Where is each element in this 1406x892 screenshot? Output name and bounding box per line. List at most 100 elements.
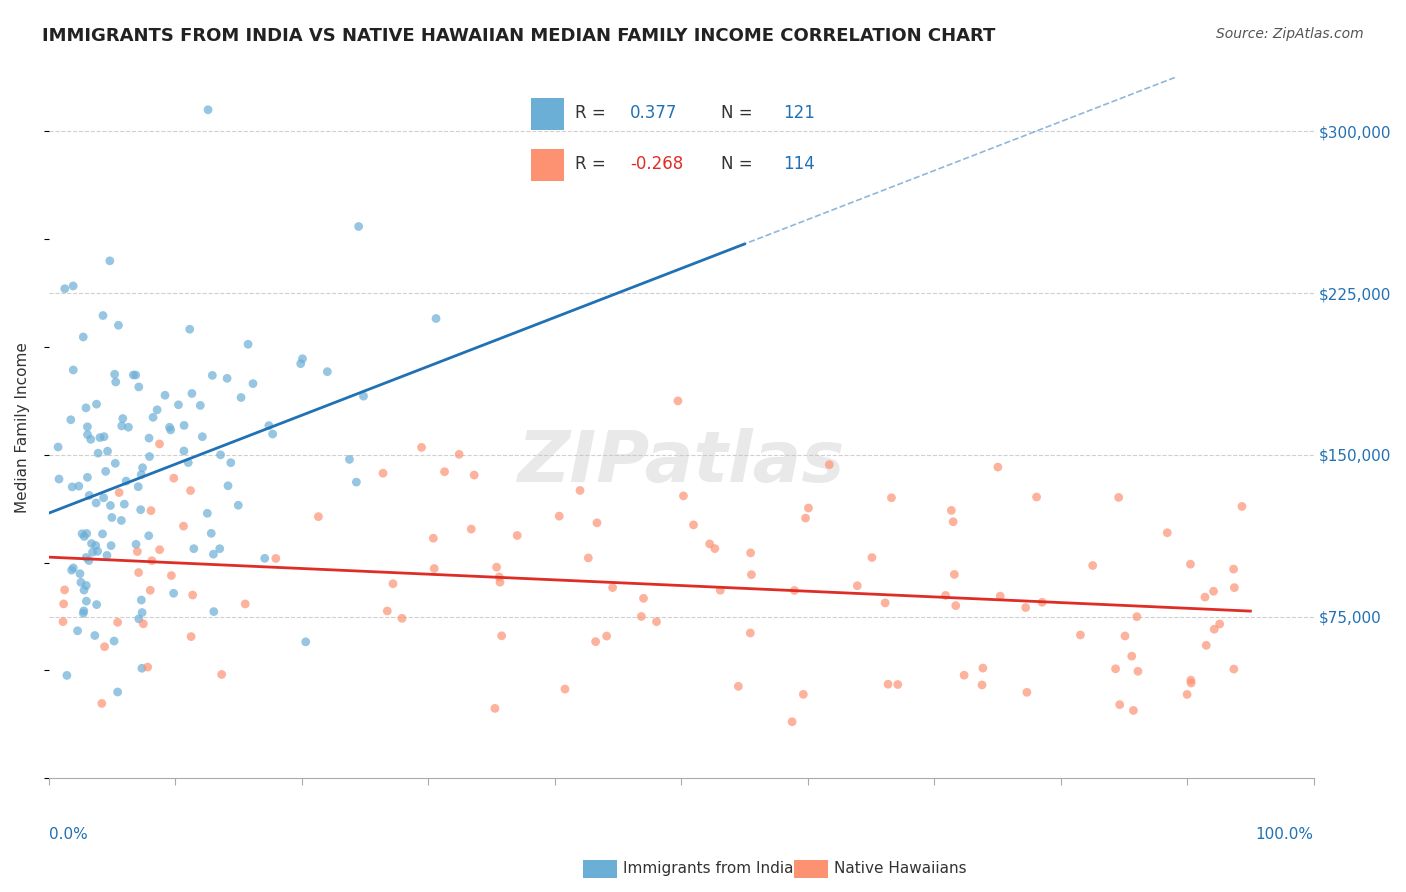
Text: Immigrants from India: Immigrants from India (623, 862, 793, 876)
Point (110, 513, 132, 527)
Point (52, 597, 75, 611)
Point (86, 598, 108, 612)
Point (127, 544, 149, 558)
Point (682, 517, 704, 532)
Point (727, 679, 749, 693)
Point (180, 630, 202, 644)
Text: 0.0%: 0.0% (49, 827, 87, 842)
Point (98, 253, 121, 268)
Point (181, 588, 204, 602)
Point (93, 429, 115, 443)
Point (943, 567, 966, 582)
Text: R =: R = (575, 103, 612, 121)
Point (548, 509, 571, 524)
Text: Native Hawaiians: Native Hawaiians (834, 862, 966, 876)
Point (101, 510, 124, 524)
Point (108, 485, 131, 500)
Point (576, 550, 599, 565)
Point (59, 413, 82, 427)
Text: 100.0%: 100.0% (1256, 827, 1313, 842)
Point (941, 503, 963, 517)
Point (257, 418, 280, 433)
Point (197, 103, 219, 117)
Point (128, 566, 150, 580)
Point (136, 660, 159, 674)
Point (91, 527, 114, 541)
Point (988, 589, 1011, 603)
Point (139, 503, 162, 517)
Point (1126, 665, 1149, 679)
Point (132, 616, 155, 631)
Point (107, 615, 129, 630)
Point (104, 456, 127, 470)
Point (491, 629, 513, 643)
Point (162, 586, 184, 600)
Point (125, 537, 148, 551)
Point (111, 418, 134, 433)
Point (703, 541, 725, 556)
Point (129, 467, 152, 482)
Y-axis label: Median Family Income: Median Family Income (15, 343, 30, 513)
Point (1223, 581, 1246, 595)
Point (131, 661, 153, 675)
Point (347, 219, 370, 234)
Point (131, 593, 153, 607)
Point (195, 506, 218, 520)
Point (72, 606, 94, 620)
Point (146, 402, 169, 417)
Point (84, 496, 107, 510)
Point (1208, 617, 1230, 632)
Point (740, 567, 762, 582)
Point (433, 465, 456, 479)
Point (1156, 525, 1178, 540)
Point (264, 551, 287, 566)
Point (253, 551, 276, 566)
Point (180, 386, 202, 401)
Text: IMMIGRANTS FROM INDIA VS NATIVE HAWAIIAN MEDIAN FAMILY INCOME CORRELATION CHART: IMMIGRANTS FROM INDIA VS NATIVE HAWAIIAN… (42, 27, 995, 45)
Point (128, 380, 150, 394)
Point (115, 474, 138, 488)
Point (202, 547, 225, 561)
FancyBboxPatch shape (531, 149, 564, 181)
Point (887, 677, 910, 691)
Point (1180, 673, 1202, 688)
Point (159, 420, 181, 434)
Point (76, 526, 98, 541)
Point (423, 561, 446, 575)
Point (1015, 600, 1038, 615)
Text: 121: 121 (783, 103, 815, 121)
Point (60, 480, 83, 494)
Text: N =: N = (721, 103, 758, 121)
Point (180, 483, 202, 498)
Point (1015, 685, 1038, 699)
Point (860, 550, 883, 565)
Point (208, 541, 231, 556)
Point (291, 351, 314, 366)
Point (1202, 584, 1225, 599)
Point (1108, 491, 1130, 505)
Point (159, 423, 181, 437)
Point (1104, 662, 1126, 676)
Point (167, 398, 190, 412)
Point (46, 440, 69, 454)
Point (84, 539, 107, 553)
Point (53, 282, 76, 296)
Point (339, 452, 361, 467)
Point (942, 515, 965, 529)
Point (141, 554, 163, 568)
Point (209, 448, 232, 462)
Point (91, 309, 114, 323)
Point (645, 615, 668, 629)
Point (82, 545, 104, 559)
Point (131, 606, 153, 620)
Point (1180, 676, 1202, 690)
Point (290, 357, 312, 371)
Point (217, 479, 239, 493)
Point (179, 322, 201, 336)
Point (94, 464, 117, 478)
Point (191, 430, 214, 444)
Point (1108, 698, 1130, 712)
Point (1195, 638, 1218, 652)
Point (53, 582, 76, 597)
Point (93, 640, 115, 654)
